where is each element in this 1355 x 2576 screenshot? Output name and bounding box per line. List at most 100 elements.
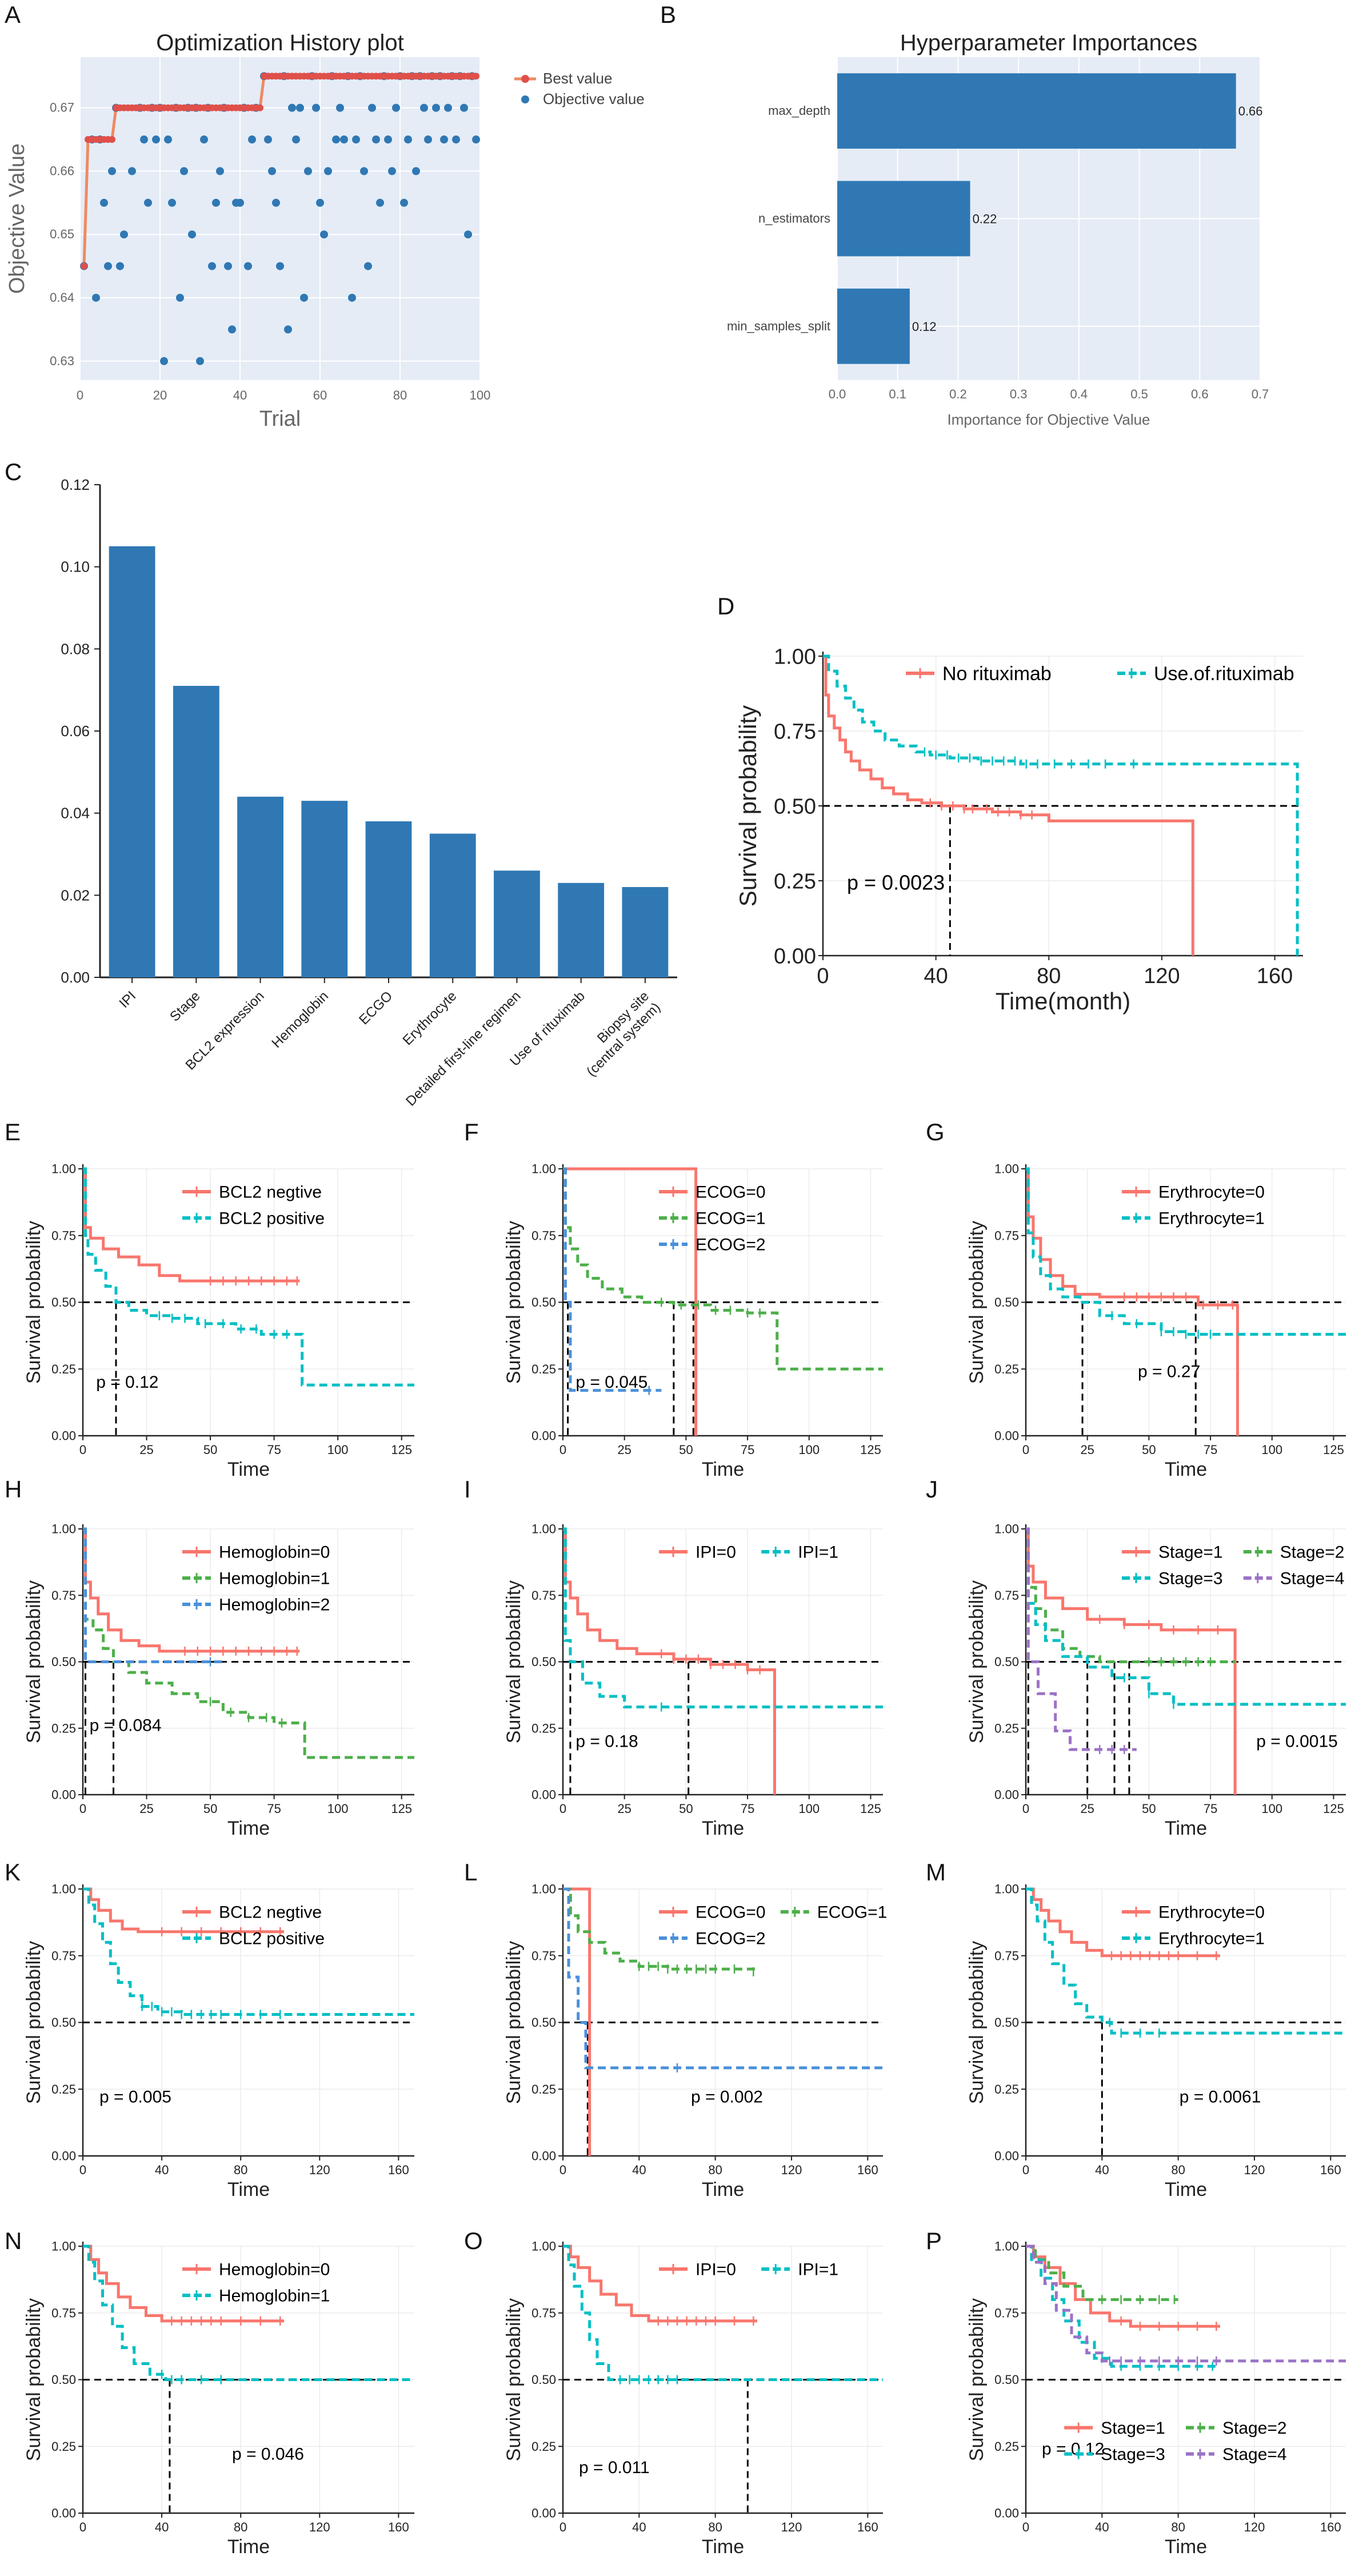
legend-label: Hemoglobin=0 [219, 1543, 330, 1562]
bar [429, 833, 476, 977]
x-tick-label: 120 [781, 2520, 802, 2534]
bar [837, 181, 970, 257]
x-tick-label: 40 [1095, 2520, 1109, 2534]
panel-letter-c: C [5, 458, 22, 485]
x-tick-label: 0.2 [949, 387, 967, 401]
panel-letter-h: H [5, 1476, 22, 1503]
y-tick-label: 0.65 [50, 227, 74, 241]
y-tick-label: 1.00 [51, 1522, 76, 1536]
y-tick-label: 0.50 [994, 1295, 1019, 1309]
objective-point [120, 230, 128, 239]
y-tick-label: 0.75 [994, 1588, 1019, 1603]
x-tick-label: 80 [1037, 964, 1061, 988]
y-tick-label: 0.66 [50, 163, 74, 178]
panel-letter-f: F [464, 1119, 479, 1145]
bar [558, 882, 605, 977]
survival-curve [823, 654, 1194, 956]
p-value-label: p = 0.045 [575, 1373, 647, 1392]
survival-curve [1026, 1527, 1237, 1795]
x-tick-label: 25 [617, 1443, 631, 1457]
objective-point [444, 103, 452, 112]
panel-letter-e: E [5, 1119, 21, 1145]
x-axis-label: Time [1165, 2179, 1207, 2200]
x-tick-label: 80 [393, 388, 407, 402]
x-axis-label: Importance for Objective Value [947, 411, 1150, 428]
y-tick-label: 1.00 [531, 1882, 556, 1896]
y-tick-label: 0.50 [531, 2373, 556, 2387]
x-axis-label: Time [1165, 1459, 1207, 1480]
objective-point [236, 198, 244, 207]
x-tick-label: 25 [139, 1443, 153, 1457]
x-tick-label: 75 [1204, 1802, 1217, 1816]
legend-label: Hemoglobin=2 [219, 1596, 330, 1615]
survival-curve [83, 1167, 300, 1283]
survival-curve [563, 1527, 883, 1709]
y-tick-label: 0.00 [994, 2506, 1019, 2521]
survival-curve [1026, 1887, 1346, 2035]
legend-label: No rituximab [942, 663, 1052, 685]
x-axis-label: Time [227, 2536, 270, 2558]
x-tick-label: 20 [153, 388, 167, 402]
y-tick-label: 1.00 [51, 1882, 76, 1896]
x-tick-label: 0 [559, 1443, 566, 1457]
x-tick-label: 100 [798, 1802, 820, 1816]
y-axis-label: Survival probability [503, 2298, 525, 2461]
x-tick-label-line: Erythrocyte [400, 988, 460, 1048]
panel-k: 0 40 80 120 160 0.00 0.25 0.50 0.75 1.00 Time Survi… [23, 1882, 414, 2200]
p-value-label: p = 0.002 [691, 2088, 763, 2107]
x-tick-label: 0.5 [1130, 387, 1148, 401]
x-tick-label: 120 [1244, 2163, 1265, 2177]
objective-point [196, 357, 204, 365]
p-value-label: p = 0.0061 [1180, 2088, 1261, 2107]
bar [494, 870, 540, 977]
y-tick-label: 0.25 [51, 1362, 76, 1376]
x-tick-label: 120 [309, 2520, 330, 2534]
panel-l: 0 40 80 120 160 0.00 0.25 0.50 0.75 1.00 Time Survi… [503, 1882, 888, 2200]
y-axis-label: Survival probability [503, 1941, 525, 2104]
panel-b: 0.0 0.1 0.2 0.3 0.4 0.5 0.6 0.7 Hyperparameter I… [727, 30, 1269, 428]
legend-label: Erythrocyte=0 [1158, 1183, 1265, 1202]
y-axis-label: Survival probability [966, 1580, 988, 1743]
y-tick-label: 0.50 [531, 1655, 556, 1669]
panel-p: 0 40 80 120 160 0.00 0.25 0.50 0.75 1.00 Time Survi… [966, 2239, 1346, 2558]
objective-point [212, 198, 220, 207]
y-tick-label: 0.75 [774, 720, 816, 744]
panel-o: 0 40 80 120 160 0.00 0.25 0.50 0.75 1.00 Time Survi… [503, 2239, 883, 2558]
y-axis-label: Survival probability [503, 1221, 525, 1384]
y-tick-label: 0.25 [994, 1721, 1019, 1735]
objective-point [464, 230, 472, 239]
x-axis-label: Time [1165, 2536, 1207, 2558]
panel-a: 0 20 40 60 80 100 0.63 0.64 0.65 0.66 0.67 Optimiza… [5, 30, 645, 431]
legend-label: BCL2 positive [219, 1209, 325, 1228]
p-value-label: p = 0.0015 [1256, 1732, 1338, 1751]
y-tick-label: 0.00 [994, 1788, 1019, 1802]
y-tick-label: 0.08 [61, 640, 90, 657]
x-tick-label: ECGO [356, 988, 395, 1028]
survival-curve [1026, 2244, 1346, 2363]
legend-label: BCL2 negtive [219, 1183, 322, 1202]
y-tick-label: 1.00 [994, 1882, 1019, 1896]
bar [173, 685, 219, 977]
x-tick-label: 80 [234, 2520, 247, 2534]
y-tick-label: 0.75 [994, 1948, 1019, 1963]
x-tick-label: 120 [781, 2163, 802, 2177]
y-tick-label: 0.06 [61, 722, 90, 740]
survival-curve [563, 2244, 757, 2323]
x-tick-label: 75 [267, 1802, 281, 1816]
p-value-label: p = 0.046 [232, 2445, 304, 2464]
survival-curve [563, 1167, 883, 1371]
objective-point [452, 135, 460, 144]
y-tick-label: 0.00 [531, 1788, 556, 1802]
p-value-label: p = 0.005 [99, 2088, 171, 2107]
y-tick-label: 0.25 [994, 1362, 1019, 1376]
objective-point [108, 167, 116, 175]
objective-point [420, 103, 428, 112]
x-tick-label: IPI [117, 988, 139, 1011]
plot-background [80, 57, 480, 380]
panel-letter-b: B [660, 1, 676, 28]
y-tick-label: 0.64 [50, 290, 74, 305]
survival-curve [563, 1887, 883, 2070]
x-tick-label: 75 [267, 1443, 281, 1457]
